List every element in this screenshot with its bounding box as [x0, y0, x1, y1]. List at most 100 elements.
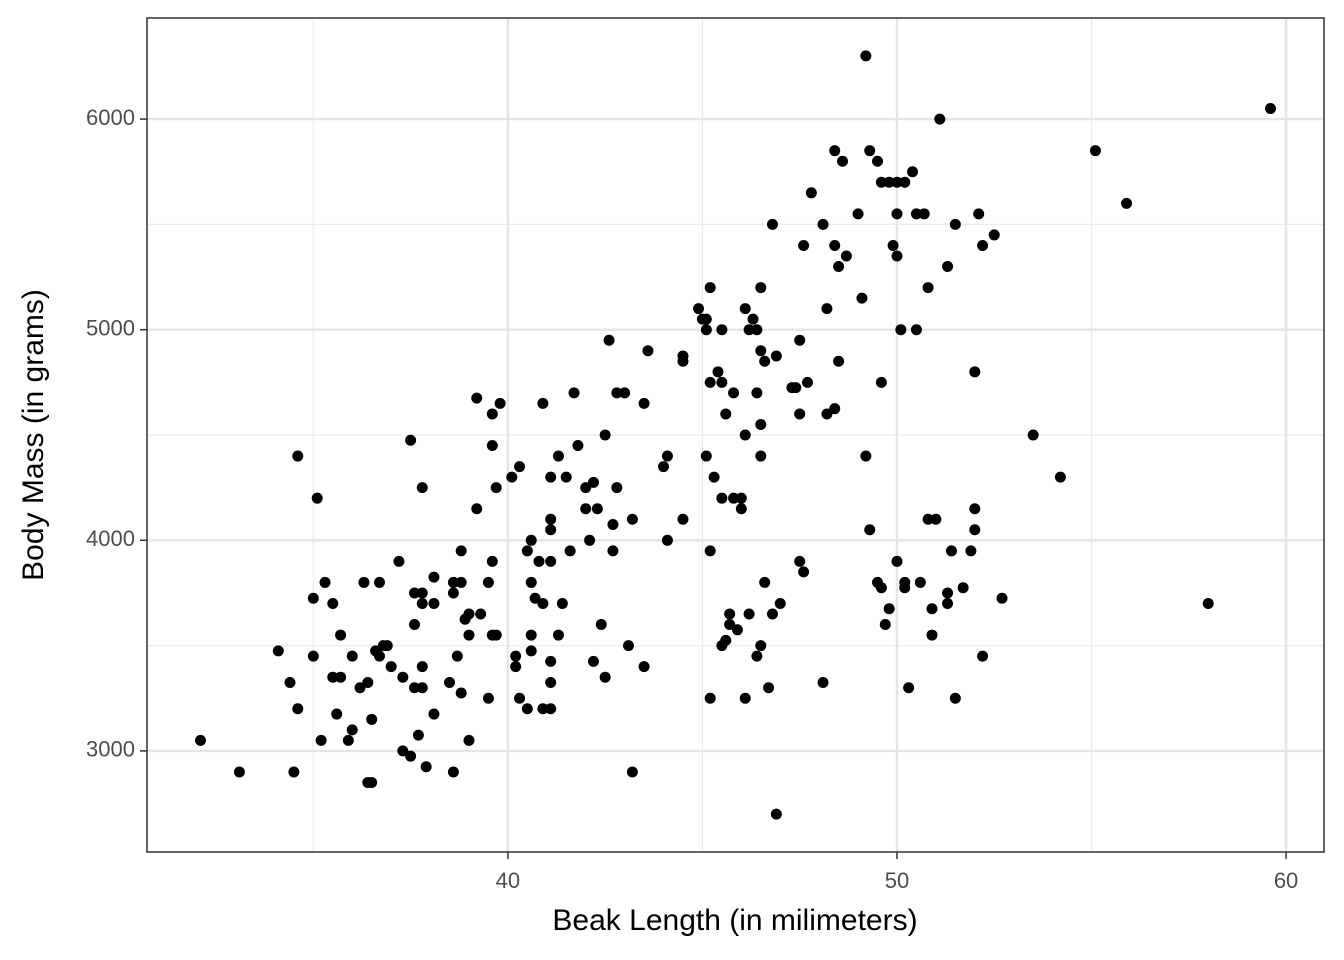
x-axis-title: Beak Length (in milimeters) [552, 904, 917, 937]
point [957, 582, 969, 594]
point [899, 582, 911, 594]
point [486, 440, 498, 452]
point [412, 729, 424, 741]
point [700, 324, 712, 336]
point [720, 634, 732, 646]
point [969, 503, 981, 515]
point [587, 655, 599, 667]
point [506, 471, 518, 483]
point [362, 676, 374, 688]
point [988, 229, 1000, 241]
point [638, 397, 650, 409]
y-tick-label: 3000 [86, 737, 135, 762]
point [704, 376, 716, 388]
point [545, 703, 557, 715]
point [755, 282, 767, 294]
point [284, 676, 296, 688]
point [977, 650, 989, 662]
x-tick-label: 40 [496, 868, 520, 893]
point [552, 450, 564, 462]
point [623, 640, 634, 652]
point [658, 461, 670, 473]
point [724, 608, 736, 620]
point [607, 519, 619, 531]
point [490, 482, 502, 494]
point [393, 555, 405, 567]
point [409, 619, 420, 631]
point [335, 671, 347, 683]
point [525, 629, 537, 641]
point [428, 708, 440, 720]
point [817, 218, 829, 230]
point [373, 576, 385, 588]
point [872, 155, 884, 167]
point [731, 624, 743, 636]
point [837, 155, 848, 167]
point [949, 218, 961, 230]
y-tick-label: 6000 [86, 105, 135, 130]
point [514, 461, 526, 473]
point [642, 345, 654, 357]
point [996, 592, 1008, 604]
point [545, 513, 557, 525]
point [720, 408, 732, 420]
point [580, 503, 592, 515]
point [599, 671, 611, 683]
point [307, 650, 319, 662]
panel-border [146, 17, 1325, 853]
point [743, 324, 755, 336]
y-tick-label: 5000 [86, 316, 135, 341]
point [891, 555, 903, 567]
point [875, 176, 887, 188]
point [910, 208, 922, 220]
point [677, 513, 689, 525]
point [1089, 145, 1101, 157]
point [416, 587, 428, 599]
point [607, 545, 619, 557]
point [805, 187, 817, 199]
point [599, 429, 611, 441]
point [891, 250, 903, 262]
point [195, 734, 206, 746]
point [829, 239, 841, 251]
point [482, 576, 494, 588]
point [751, 387, 763, 399]
point [315, 734, 327, 746]
point [272, 645, 284, 657]
point [463, 734, 475, 746]
point [416, 682, 428, 694]
point [416, 661, 428, 673]
point [373, 650, 385, 662]
point [891, 208, 903, 220]
point [969, 524, 981, 536]
axes: 40 50 60 3000 4000 5000 6000 [86, 105, 1298, 893]
point [233, 766, 245, 778]
point [447, 766, 459, 778]
point [708, 471, 720, 483]
point [833, 261, 845, 273]
point [770, 808, 782, 820]
point [774, 597, 786, 609]
point [883, 176, 895, 188]
point [895, 324, 907, 336]
point [587, 476, 599, 488]
point [763, 682, 775, 694]
point [638, 661, 650, 673]
point [949, 692, 961, 704]
point [821, 303, 833, 315]
point [405, 750, 417, 762]
point [572, 440, 584, 452]
point [794, 408, 806, 420]
point [914, 576, 926, 588]
point [292, 703, 304, 715]
point [724, 619, 736, 631]
point [716, 324, 728, 336]
point [471, 503, 483, 515]
point [455, 545, 467, 557]
point [945, 545, 957, 557]
point [545, 676, 557, 688]
point [288, 766, 300, 778]
point [860, 50, 872, 62]
